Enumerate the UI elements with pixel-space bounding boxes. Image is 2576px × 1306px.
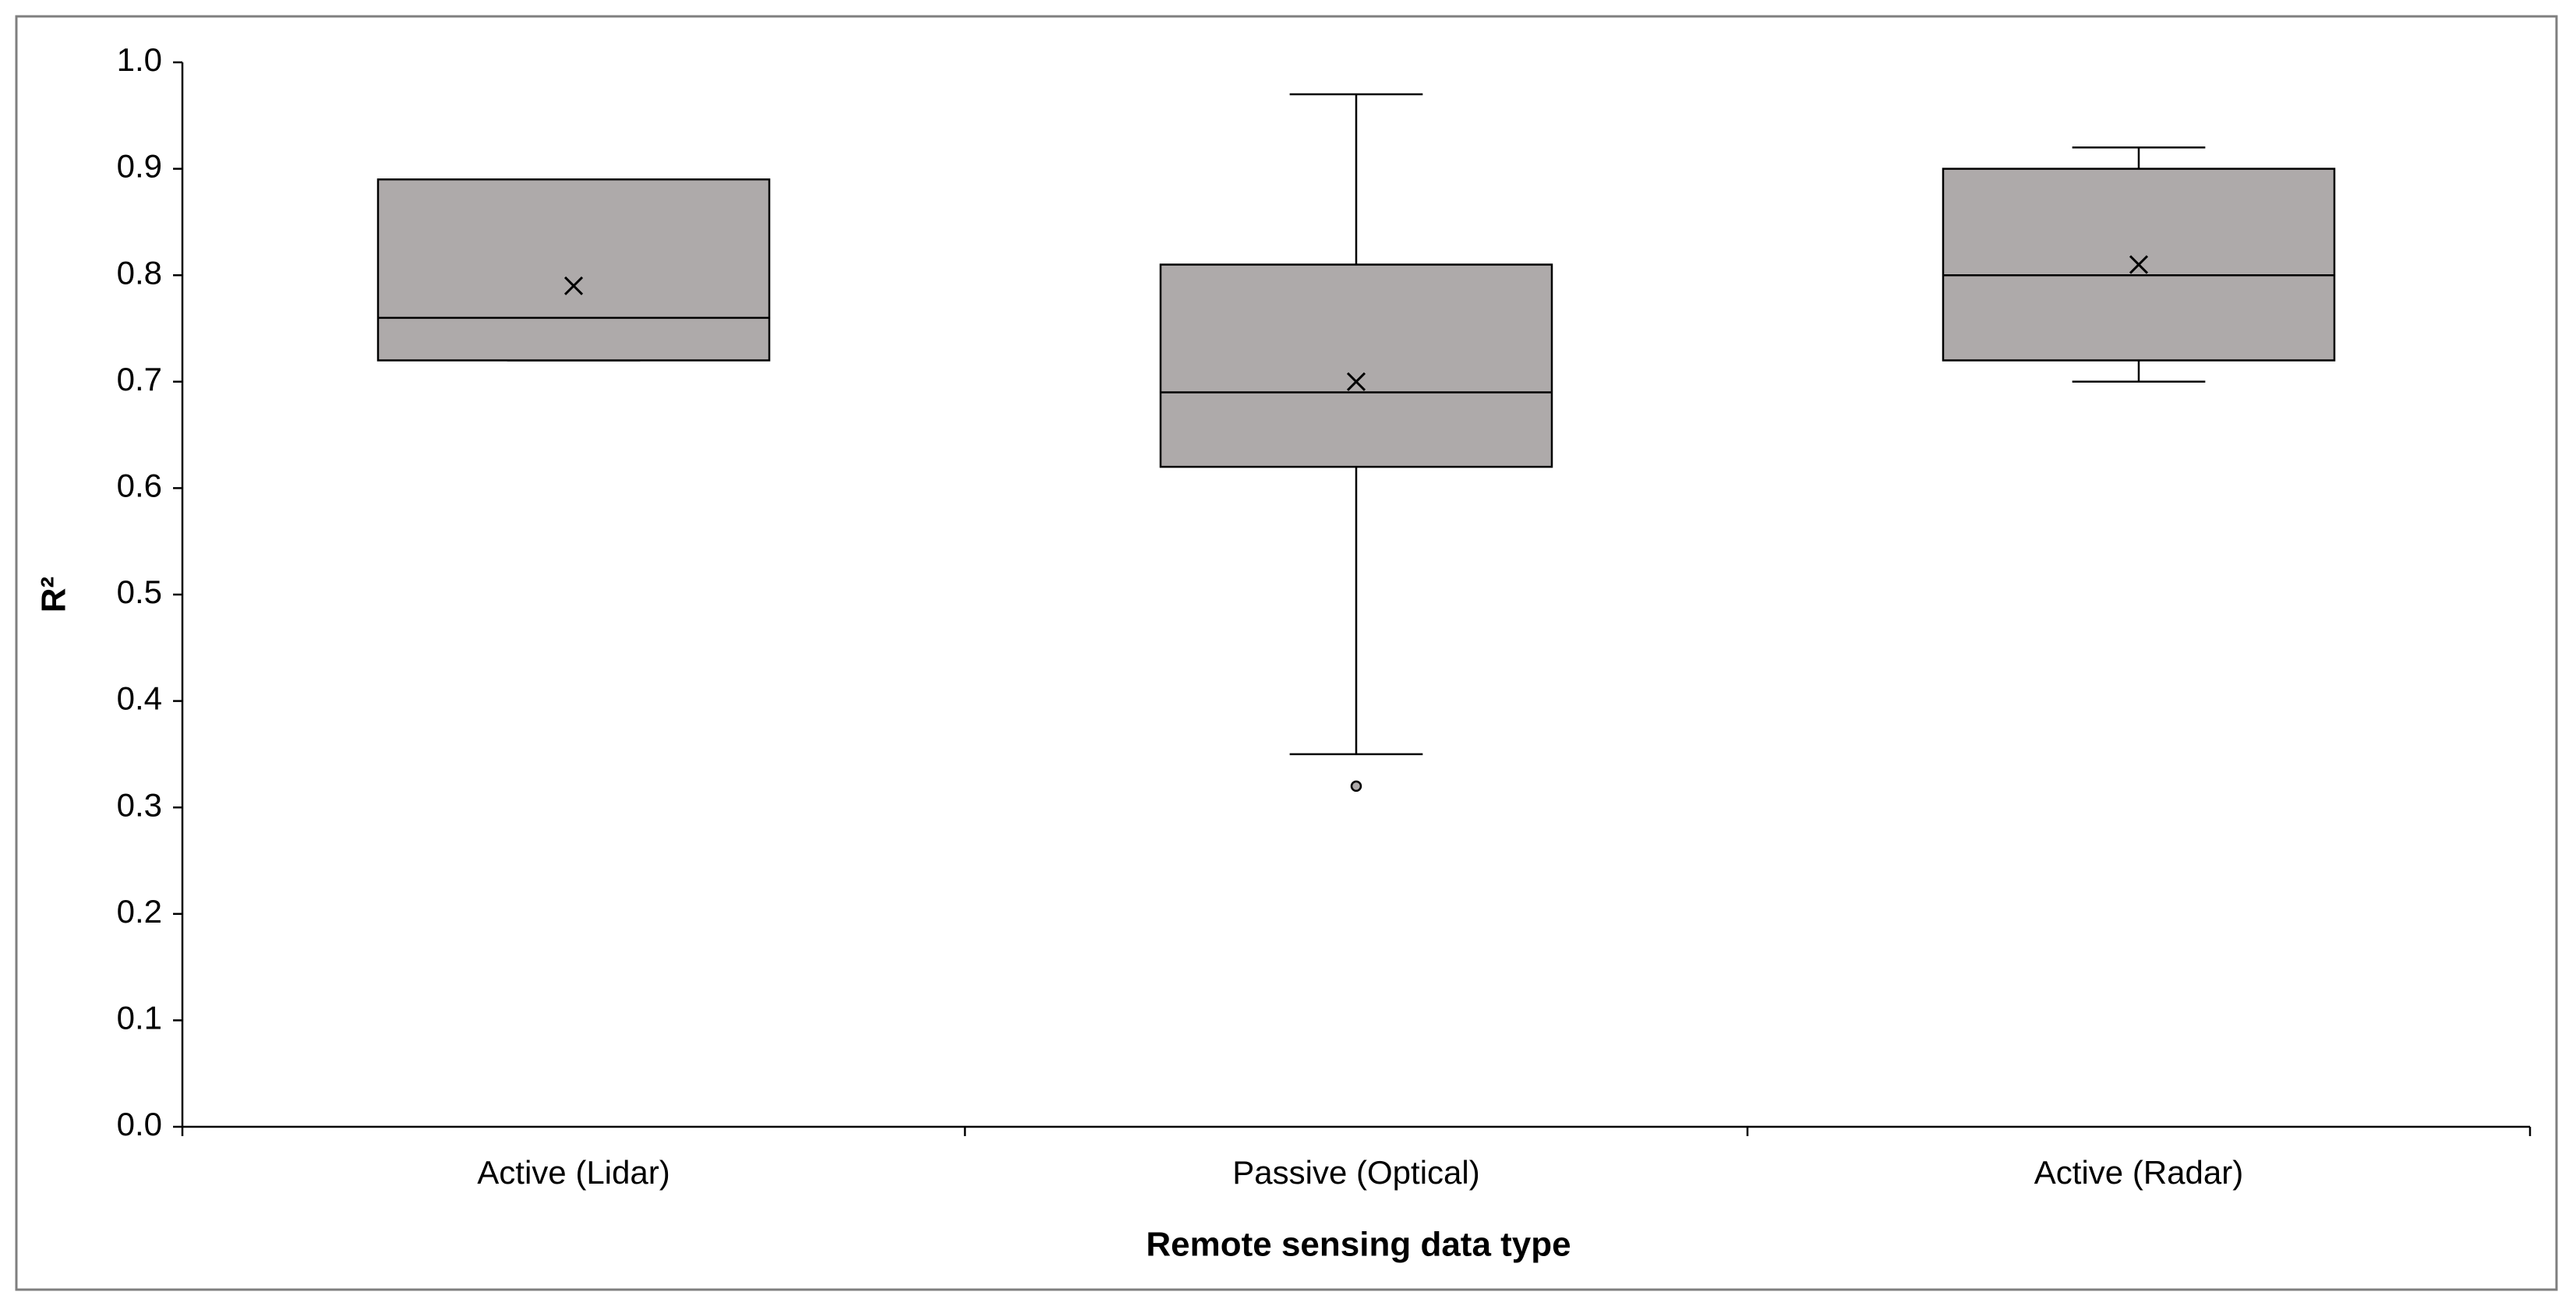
y-tick-label: 0.7 — [117, 361, 162, 397]
x-tick-label: Passive (Optical) — [1232, 1154, 1479, 1191]
y-tick-label: 0.8 — [117, 254, 162, 291]
y-tick-label: 0.6 — [117, 467, 162, 503]
mean-marker — [564, 276, 584, 295]
y-tick-label: 1.0 — [117, 41, 162, 78]
y-tick-label: 0.2 — [117, 893, 162, 930]
x-axis-title: Remote sensing data type — [1146, 1226, 1571, 1264]
box — [376, 178, 771, 362]
y-tick-label: 0.5 — [117, 574, 162, 610]
y-axis-title: R² — [35, 577, 73, 612]
y-tick-label: 0.0 — [117, 1106, 162, 1142]
y-tick-label: 0.4 — [117, 680, 162, 717]
y-tick-label: 0.1 — [117, 999, 162, 1036]
box — [1159, 263, 1553, 468]
y-tick-label: 0.3 — [117, 786, 162, 823]
x-tick-label: Active (Lidar) — [477, 1154, 670, 1191]
box-group — [1159, 93, 1553, 792]
y-tick-label: 0.9 — [117, 148, 162, 185]
x-tick-label: Active (Radar) — [2034, 1154, 2243, 1191]
mean-marker — [2129, 255, 2149, 274]
outlier-point — [1350, 780, 1362, 792]
box-group — [376, 178, 771, 362]
box-group — [1942, 146, 2336, 383]
mean-marker — [1346, 372, 1366, 391]
